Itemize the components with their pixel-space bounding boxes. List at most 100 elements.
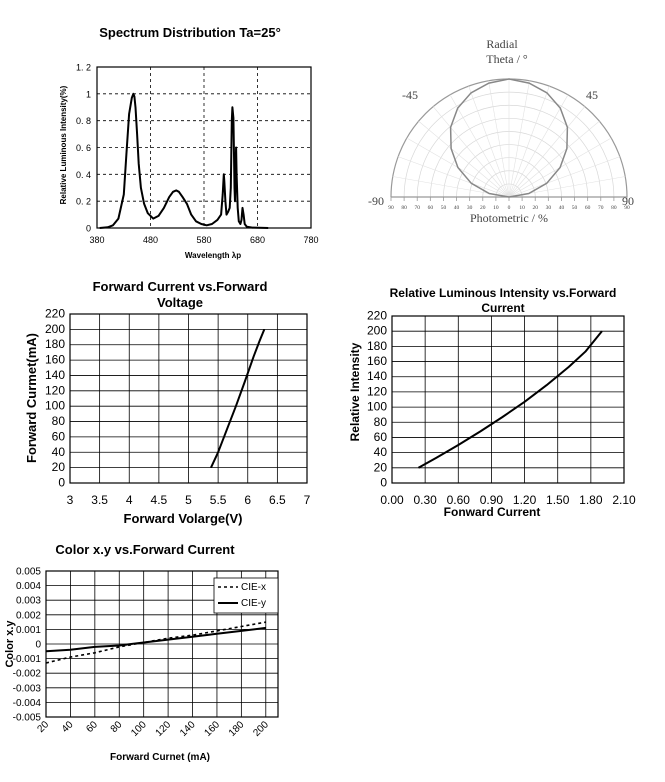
iv-x-axis-label: Forward Volarge(V): [124, 511, 243, 526]
iv-plot-frame: [69, 313, 308, 484]
polar-spoke: [432, 106, 510, 198]
cie-y-tick-label: 0.001: [16, 625, 41, 636]
cie-x-tick-label: 140: [178, 719, 198, 739]
iv-x-tick-label: 6.5: [269, 493, 286, 507]
polar-angle-label: -90: [368, 194, 384, 208]
li-y-axis-label: Relative Intensity: [348, 342, 362, 441]
iv-y-tick-label: 200: [45, 322, 65, 336]
polar-radial-tick-label: 50: [572, 205, 578, 211]
cie-y-tick-label: 0.004: [16, 581, 41, 592]
spectrum-y-tick-label: 0. 4: [76, 170, 91, 180]
polar-spoke: [508, 80, 530, 198]
cie-legend-label: CIE-y: [241, 598, 266, 609]
li-x-tick-label: 0.90: [480, 493, 504, 507]
cie-x-tick-label: 160: [202, 719, 222, 739]
li-y-tick-label: 0: [380, 476, 387, 490]
cie-x-tick-label: 200: [251, 719, 271, 739]
polar-photometric-label: Photometric / %: [470, 211, 548, 225]
polar-radial-tick-label: 40: [454, 205, 460, 211]
spectrum-x-tick-label: 680: [250, 235, 265, 245]
iv-y-tick-label: 140: [45, 368, 65, 382]
polar-theta-label: Theta / °: [486, 52, 528, 66]
spectrum-x-tick-label: 380: [89, 235, 104, 245]
li-y-tick-label: 80: [374, 415, 388, 429]
polar-radial-label: Radial: [486, 37, 518, 51]
iv-title-line2: Voltage: [157, 295, 203, 310]
iv-series-line-0: [210, 329, 266, 469]
li-series-line-0: [418, 330, 603, 469]
spectrum-x-tick-label: 480: [143, 235, 158, 245]
polar-spoke: [398, 156, 510, 198]
iv-x-tick-label: 4: [126, 493, 133, 507]
polar-spoke: [508, 94, 569, 198]
cie-x-tick-label: 120: [154, 719, 174, 739]
li-y-tick-label: 140: [367, 369, 387, 383]
polar-spoke: [508, 156, 620, 198]
spectrum-y-tick-label: 0. 8: [76, 116, 91, 126]
cie-y-tick-label: -0.002: [13, 669, 42, 680]
li-y-tick-label: 120: [367, 384, 387, 398]
polar-radial-tick-label: 10: [493, 205, 499, 211]
spectrum-y-tick-label: 0. 6: [76, 143, 91, 153]
cie-y-tick-label: 0.003: [16, 596, 41, 607]
spectrum-series-line-0: [99, 92, 269, 229]
cie-x-tick-label: 60: [84, 719, 100, 735]
li-x-tick-label: 1.80: [579, 493, 603, 507]
li-plot-frame: [391, 315, 625, 484]
polar-spoke: [418, 120, 510, 198]
polar-radial-tick-label: 20: [532, 205, 538, 211]
cie-y-tick-label: -0.005: [13, 713, 42, 724]
polar-radial-tick-label: 30: [546, 205, 552, 211]
cie-x-tick-label: 80: [109, 719, 125, 735]
polar-radial-tick-label: 70: [598, 205, 604, 211]
cie-y-tick-label: 0: [35, 640, 41, 651]
iv-y-tick-label: 40: [52, 445, 66, 459]
li-x-tick-label: 1.50: [546, 493, 570, 507]
cie-series-line-1: [45, 626, 266, 653]
cie-y-tick-label: 0.002: [16, 610, 41, 621]
li-x-tick-label: 0.60: [447, 493, 471, 507]
polar-angle-label: -45: [402, 88, 418, 102]
li-title-line2: Current: [481, 301, 524, 315]
polar-radial-tick-label: 80: [401, 205, 407, 211]
polar-spoke: [508, 106, 586, 198]
cie-y-tick-label: 0.005: [16, 567, 41, 578]
li-x-tick-label: 2.10: [612, 493, 636, 507]
polar-radial-tick-label: 40: [559, 205, 565, 211]
polar-radial-tick-label: 90: [624, 205, 630, 211]
polar-spoke: [508, 86, 550, 198]
cie-x-tick-label: 40: [60, 719, 76, 735]
polar-radial-tick-label: 0: [508, 205, 511, 211]
iv-y-tick-label: 60: [52, 429, 66, 443]
iv-y-axis-label: Forward Curmet(mA): [24, 333, 39, 463]
li-x-tick-label: 1.20: [513, 493, 537, 507]
polar-radial-tick-label: 30: [467, 205, 473, 211]
polar-radial-tick-label: 80: [611, 205, 617, 211]
cie-y-tick-label: -0.001: [13, 654, 42, 665]
spectrum-x-axis-label: Wavelength λp: [185, 251, 241, 260]
polar-spoke: [449, 94, 510, 198]
cie-legend-label: CIE-x: [241, 582, 266, 593]
iv-y-tick-label: 100: [45, 399, 65, 413]
li-y-tick-label: 60: [374, 430, 388, 444]
li-x-tick-label: 0.30: [413, 493, 437, 507]
cie-x-axis-label: Forward Curnet (mA): [110, 752, 210, 763]
polar-radial-tick-label: 50: [441, 205, 447, 211]
polar-radial-tick-label: 90: [388, 205, 394, 211]
iv-x-tick-label: 3: [67, 493, 74, 507]
li-x-axis-label: Fonward Current: [444, 505, 541, 519]
li-y-tick-label: 220: [367, 309, 387, 323]
iv-x-tick-label: 7: [304, 493, 311, 507]
cie-y-axis-label: Color x.y: [4, 620, 16, 668]
iv-x-tick-label: 4.5: [151, 493, 168, 507]
li-title: Relative Luminous Intensity vs.Forward: [390, 286, 617, 300]
polar-spoke: [468, 86, 510, 198]
cie-title: Color x.y vs.Forward Current: [55, 542, 235, 557]
spectrum-y-tick-label: 0: [86, 224, 91, 234]
cie-series-line-0: [45, 621, 266, 664]
spectrum-plot-frame: [96, 66, 312, 229]
iv-title: Forward Current vs.Forward: [93, 279, 268, 294]
iv-y-tick-label: 80: [52, 414, 66, 428]
spectrum-y-tick-label: 1. 2: [76, 63, 91, 73]
